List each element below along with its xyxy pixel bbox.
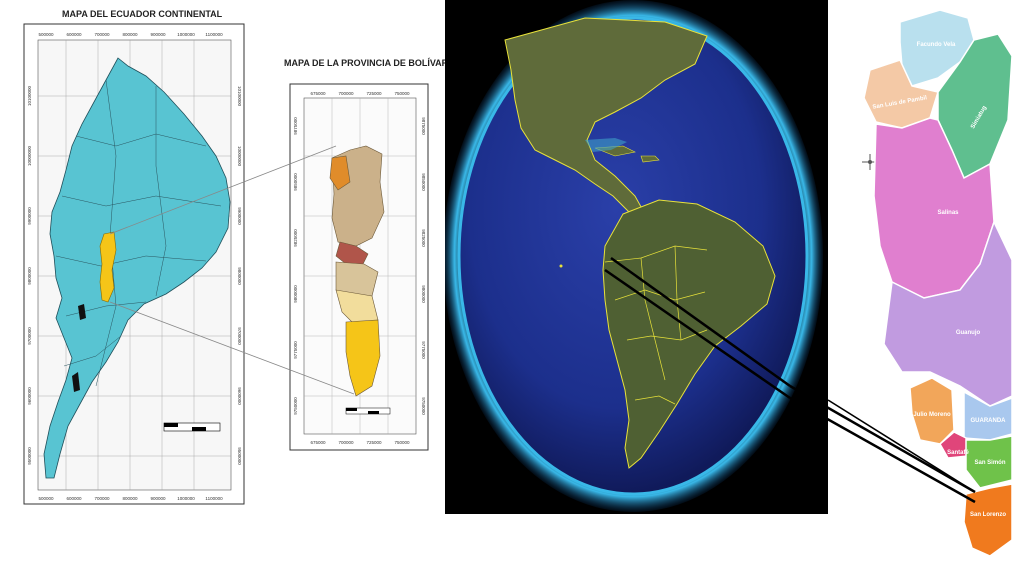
bolivar-y-tick-label: 9825000 (293, 229, 298, 247)
bolivar-x-tick-label: 675000 (310, 440, 326, 445)
bolivar-map-title: MAPA DE LA PROVINCIA DE BOLÍVAR (284, 58, 449, 68)
ecuador-y-tick-label: 9900000 (27, 207, 32, 225)
bolivar-x-tick-label: 725000 (366, 440, 382, 445)
bolivar-y-tick-label: 9875000 (293, 117, 298, 135)
bolivar-x-tick-label: 700000 (338, 91, 354, 96)
canton-julio-moreno (909, 377, 955, 445)
bolivar-y-tick-label: 9750000 (293, 397, 298, 415)
ecuador-x-ticks-bottom: 500000 600000 700000 800000 900000 1000000 110… (38, 496, 223, 501)
galapagos-marker (559, 264, 563, 268)
canton-guanujo (883, 219, 1013, 407)
cantons-panel: Facundo Vela San Luis de Pambil Simiatug Sa… (840, 0, 1013, 561)
bolivar-x-tick-label: 750000 (394, 91, 410, 96)
ecuador-x-tick-label: 1000000 (177, 32, 195, 37)
bolivar-x-tick-label: 700000 (338, 440, 354, 445)
canton-label: Julio Moreno (913, 412, 951, 418)
ecuador-y-tick-label: 9600000 (27, 387, 32, 405)
bolivar-y-tick-label: 9775000 (421, 341, 426, 359)
ecuador-y-tick-label: 10100000 (237, 86, 242, 107)
bolivar-x-ticks-top: 675000 700000 725000 750000 (310, 91, 410, 96)
ecuador-x-tick-label: 800000 (122, 496, 138, 501)
bolivar-x-tick-label: 675000 (310, 91, 326, 96)
ecuador-country-shape (43, 57, 231, 479)
north-america-land (504, 17, 708, 215)
globe-pointer-line-2 (604, 268, 791, 400)
canton-label: GUARANDA (971, 418, 1007, 424)
bolivar-canton-south (345, 319, 381, 397)
bolivar-y-ticks: 9875000 9875000 9850000 9850000 9825000 98250… (293, 117, 426, 416)
ecuador-y-tick-label: 9600000 (237, 387, 242, 405)
globe-pointer-line-1 (610, 256, 791, 388)
ecuador-y-tick-label: 9900000 (237, 207, 242, 225)
ecuador-x-ticks-top: 500000 600000 700000 800000 900000 1000000 110… (38, 32, 223, 37)
ecuador-x-tick-label: 1100000 (205, 496, 223, 501)
bolivar-x-tick-label: 750000 (394, 440, 410, 445)
ecuador-x-tick-label: 700000 (94, 496, 110, 501)
ecuador-y-tick-label: 10000000 (237, 146, 242, 167)
canton-label: San Lorenzo (970, 512, 1006, 518)
ecuador-x-tick-label: 600000 (66, 32, 82, 37)
ecuador-x-tick-label: 900000 (150, 496, 166, 501)
coastal-island (72, 372, 80, 392)
canton-san-lorenzo (963, 483, 1013, 557)
globe-svg (443, 0, 823, 512)
bolivar-canton-orange (329, 155, 351, 191)
ecuador-x-tick-label: 500000 (38, 496, 54, 501)
canton-facundo-vela (899, 9, 975, 87)
hispaniola-island (640, 155, 660, 163)
ecuador-x-tick-label: 600000 (66, 496, 82, 501)
inset-connector-bottom (109, 301, 355, 395)
bolivar-y-tick-label: 9850000 (293, 173, 298, 191)
ecuador-x-tick-label: 1100000 (205, 32, 223, 37)
ecuador-x-tick-label: 700000 (94, 32, 110, 37)
ecuador-y-ticks: 10100000 10100000 10000000 10000000 9900000 9… (27, 85, 242, 465)
globe-panel (443, 0, 828, 514)
bolivar-x-tick-label: 725000 (366, 91, 382, 96)
inset-connector-top (109, 145, 337, 235)
canton-label: Facundo Vela (917, 42, 956, 48)
ecuador-y-tick-label: 9700000 (237, 327, 242, 345)
ecuador-x-tick-label: 1000000 (177, 496, 195, 501)
ecuador-maps-panel: MAPA DEL ECUADOR CONTINENTAL MAPA DE LA … (6, 6, 448, 538)
ecuador-y-tick-label: 9800000 (237, 267, 242, 285)
ecuador-map-svg: 500000 600000 700000 800000 900000 1000000 110… (23, 23, 429, 505)
ecuador-y-tick-label: 10000000 (27, 145, 32, 166)
shallow-sea (585, 138, 627, 152)
canton-label: Salinas (937, 210, 959, 216)
bolivar-y-tick-label: 9875000 (421, 117, 426, 135)
ecuador-y-tick-label: 9700000 (27, 327, 32, 345)
ecuador-x-tick-label: 500000 (38, 32, 54, 37)
bolivar-y-tick-label: 9800000 (293, 285, 298, 303)
bolivar-x-ticks-bottom: 675000 700000 725000 750000 (310, 440, 410, 445)
bolivar-province-highlight (99, 231, 117, 303)
canton-label: San Simón (974, 460, 1005, 466)
ecuador-y-tick-label: 10100000 (27, 85, 32, 106)
bolivar-y-tick-label: 9800000 (421, 285, 426, 303)
ecuador-y-tick-label: 9800000 (27, 267, 32, 285)
ecuador-map-title: MAPA DEL ECUADOR CONTINENTAL (62, 9, 223, 19)
bolivar-y-tick-label: 9825000 (421, 229, 426, 247)
bolivar-y-tick-label: 9750000 (421, 397, 426, 415)
canton-label: Santafé (947, 450, 969, 456)
bolivar-y-tick-label: 9850000 (421, 173, 426, 191)
ecuador-y-tick-label: 9500000 (27, 447, 32, 465)
ecuador-x-tick-label: 900000 (150, 32, 166, 37)
bolivar-y-tick-label: 9775000 (293, 341, 298, 359)
ecuador-x-tick-label: 800000 (122, 32, 138, 37)
south-america-borders (604, 245, 708, 405)
south-america-land (602, 199, 776, 469)
coastal-detail (78, 304, 86, 320)
ecuador-y-tick-label: 9500000 (237, 447, 242, 465)
canton-label: Guanujo (956, 330, 981, 336)
